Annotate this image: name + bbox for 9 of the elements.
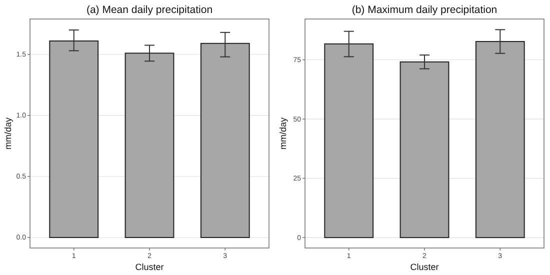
x-axis-title: Cluster [410,262,439,272]
y-axis-title: mm/day [3,117,13,150]
x-axis-title: Cluster [135,262,164,272]
chart-title: (b) Maximum daily precipitation [352,4,498,16]
bar [475,41,525,238]
bar [324,43,374,238]
chart-title: (a) Mean daily precipitation [86,4,213,16]
bar [400,61,450,238]
y-axis-title: mm/day [278,117,288,150]
